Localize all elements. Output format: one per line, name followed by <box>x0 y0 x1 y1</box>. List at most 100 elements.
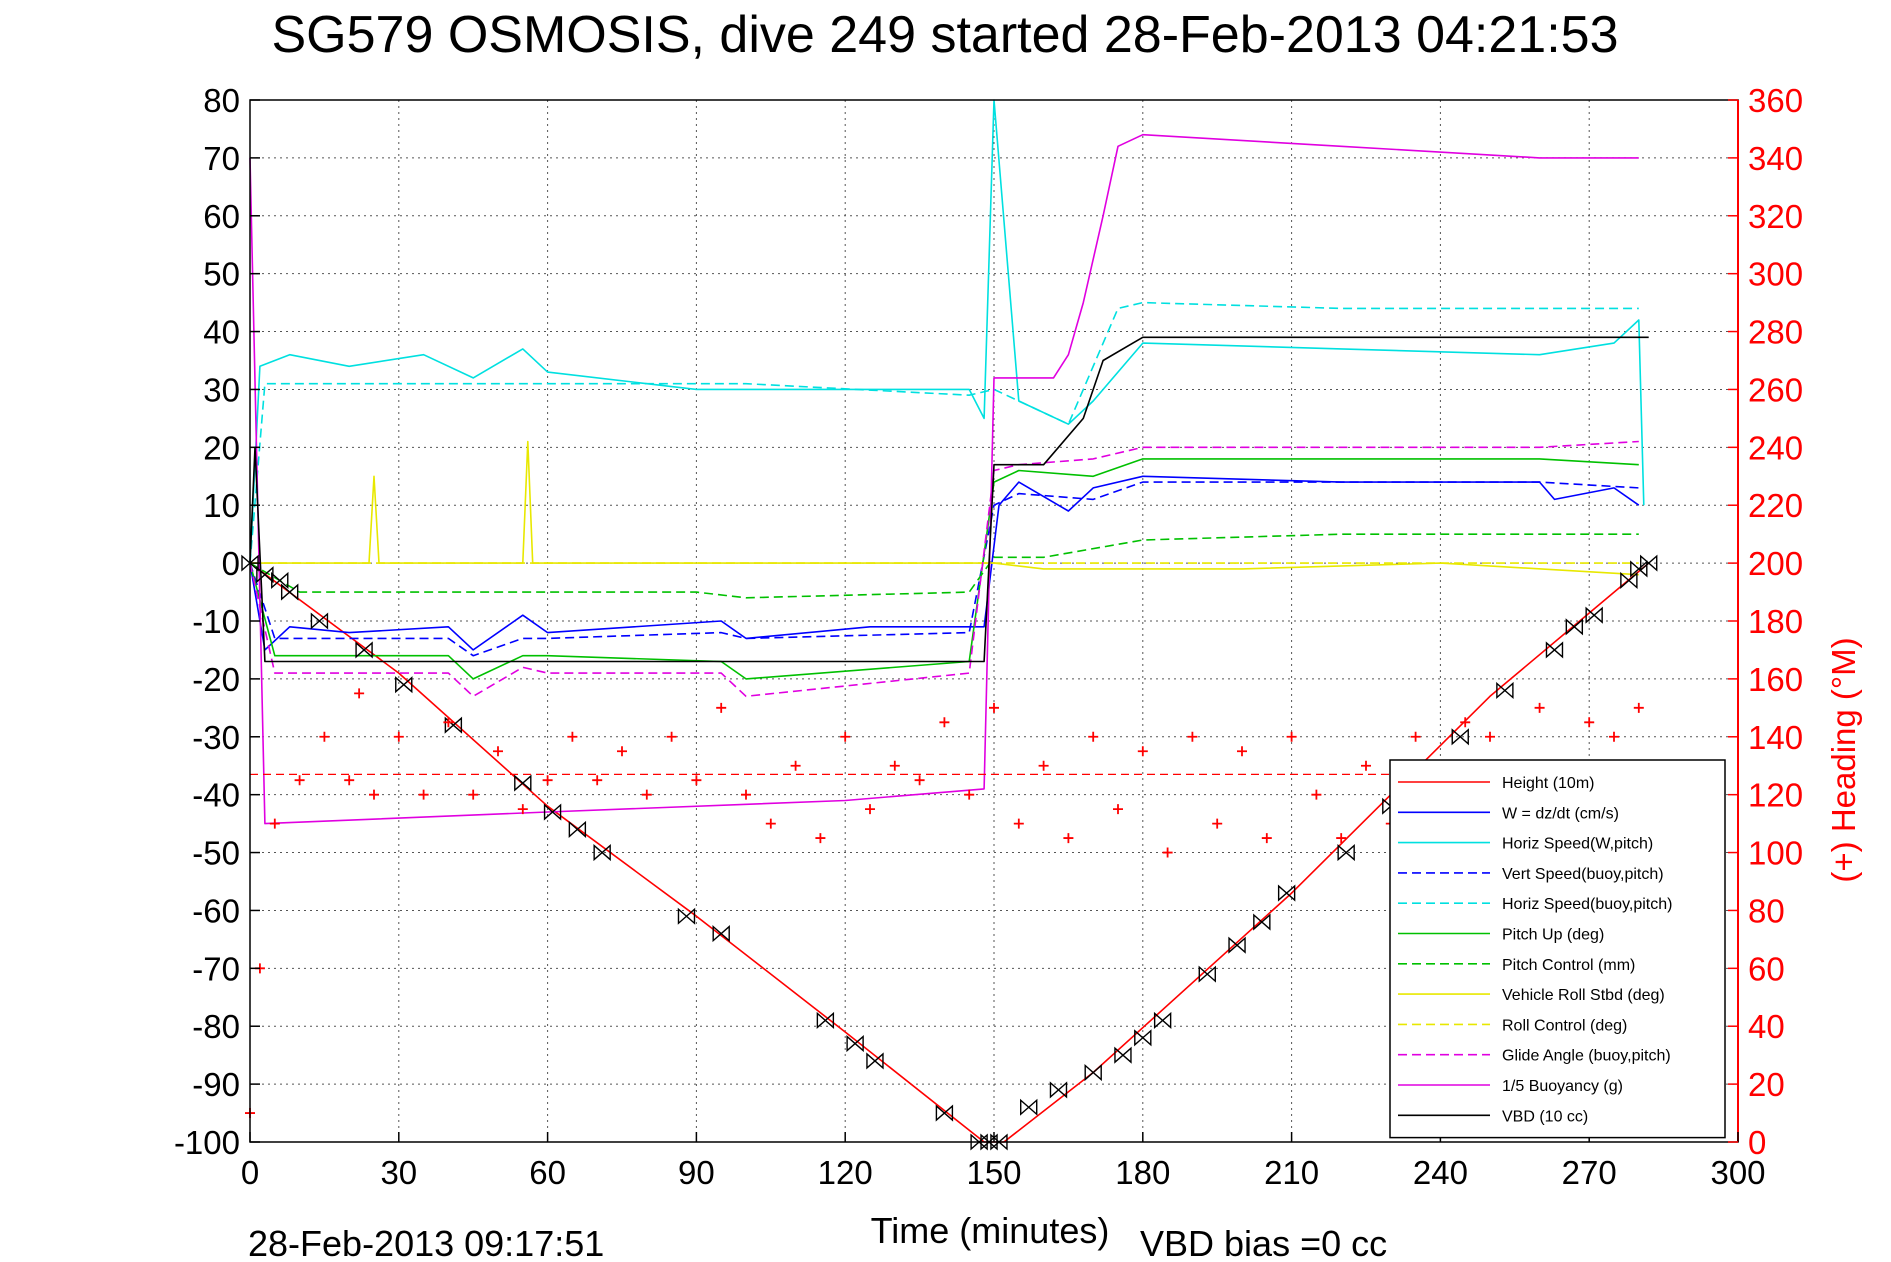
x-axis-label: Time (minutes) <box>871 1210 1110 1251</box>
x-tick-label: 150 <box>966 1154 1021 1191</box>
heading-point <box>666 731 677 742</box>
y-left-tick-label: 20 <box>203 429 240 466</box>
heading-point <box>1261 833 1272 844</box>
series-line <box>249 533 1639 599</box>
heading-point <box>1162 847 1173 858</box>
heading-point <box>1336 833 1347 844</box>
heading-point <box>1237 746 1247 757</box>
height-marker <box>310 612 329 630</box>
heading-point <box>269 818 280 829</box>
heading-point <box>815 833 826 844</box>
y-left-tick-label: 50 <box>203 256 240 293</box>
height-marker <box>990 1133 1008 1151</box>
heading-point <box>641 789 652 800</box>
heading-point <box>493 746 503 757</box>
x-tick-label: 270 <box>1562 1154 1617 1191</box>
height-marker <box>1198 965 1216 983</box>
legend-entry: Vehicle Roll Stbd (deg) <box>1502 987 1665 1004</box>
height-marker <box>846 1035 864 1053</box>
height-marker <box>1620 571 1638 590</box>
y-right-tick-label: 160 <box>1748 661 1803 698</box>
height-marker <box>543 803 562 821</box>
heading-point <box>889 760 900 771</box>
series-line <box>249 481 1639 657</box>
legend-entry: Vert Speed(buoy,pitch) <box>1502 866 1664 883</box>
heading-point <box>1460 717 1471 728</box>
grid <box>250 100 1738 1142</box>
heading-point <box>369 789 379 800</box>
height-marker <box>1049 1081 1068 1099</box>
heading-point <box>1187 731 1198 742</box>
height-marker <box>1545 641 1564 659</box>
heading-point <box>765 818 776 829</box>
legend-entry: Glide Angle (buoy,pitch) <box>1502 1048 1671 1065</box>
heading-point <box>1088 731 1099 742</box>
y-left-tick-label: -60 <box>192 892 240 929</box>
height-marker <box>1640 554 1658 572</box>
height-marker <box>712 925 730 943</box>
chart-title: SG579 OSMOSIS, dive 249 started 28-Feb-2… <box>271 6 1618 64</box>
y-right-tick-label: 280 <box>1748 314 1803 351</box>
x-tick-label: 0 <box>241 1154 259 1191</box>
series-line <box>249 99 1645 564</box>
heading-point <box>1113 804 1123 815</box>
y-left-tick-label: -70 <box>192 950 240 987</box>
x-tick-label: 300 <box>1710 1154 1765 1191</box>
height-marker <box>1084 1063 1102 1082</box>
heading-point <box>354 688 365 699</box>
height-marker <box>866 1052 884 1070</box>
heading-point <box>592 775 603 786</box>
y-left-tick-label: -20 <box>192 661 240 698</box>
series-line <box>249 133 1639 825</box>
heading-point <box>1361 760 1371 771</box>
legend: Height (10m) W = dz/dt (cm/s) Horiz Speed(… <box>1389 759 1726 1139</box>
y-left-tick-label: -50 <box>192 835 240 872</box>
height-marker <box>1565 618 1584 636</box>
heading-point <box>1410 731 1421 742</box>
y-right-tick-label: 200 <box>1748 545 1803 582</box>
height-marker <box>980 1133 998 1151</box>
series-line <box>249 440 1639 698</box>
height-marker <box>256 566 274 584</box>
y-right-tick-label: 240 <box>1748 429 1803 466</box>
heading-point <box>393 731 404 742</box>
height-marker <box>970 1133 988 1151</box>
axis-ticks: 0 30 60 90 120 150 180 210 240 270 300807060504030… <box>174 82 1803 1191</box>
heading-point <box>865 804 875 815</box>
height-marker <box>1451 728 1469 746</box>
right-axis-label: (+) Heading (°M) <box>1825 637 1862 882</box>
height-marker <box>935 1104 954 1122</box>
y-left-tick-label: -90 <box>192 1066 240 1103</box>
x-tick-label: 120 <box>818 1154 873 1191</box>
y-right-tick-label: 80 <box>1748 892 1785 929</box>
y-left-tick-label: -80 <box>192 1008 240 1045</box>
heading-point <box>1633 702 1644 713</box>
y-left-tick-label: 80 <box>203 82 240 119</box>
x-tick-label: 240 <box>1413 1154 1468 1191</box>
y-right-tick-label: 320 <box>1748 198 1803 235</box>
y-left-tick-label: 0 <box>222 545 240 582</box>
heading-point <box>1063 833 1074 844</box>
heading-point <box>468 789 479 800</box>
heading-point <box>964 789 975 800</box>
y-right-tick-label: 260 <box>1748 371 1803 408</box>
height-marker <box>568 820 587 838</box>
height-marker <box>593 844 611 862</box>
y-left-tick-label: 70 <box>203 140 240 177</box>
height-markers <box>241 554 1658 1151</box>
x-tick-label: 210 <box>1264 1154 1319 1191</box>
legend-entry: 1/5 Buoyancy (g) <box>1502 1078 1623 1095</box>
height-marker <box>1277 884 1296 902</box>
heading-point <box>939 717 950 728</box>
y-left-tick-label: -30 <box>192 719 240 756</box>
heading-point <box>1286 731 1297 742</box>
y-left-tick-label: -100 <box>174 1124 240 1161</box>
legend-entry: VBD (10 cc) <box>1502 1108 1588 1125</box>
height-marker <box>1253 913 1271 931</box>
y-right-tick-label: 0 <box>1748 1124 1766 1161</box>
x-tick-label: 30 <box>380 1154 417 1191</box>
y-right-tick-label: 180 <box>1748 603 1803 640</box>
y-right-tick-label: 100 <box>1748 835 1803 872</box>
height-marker <box>355 641 373 659</box>
